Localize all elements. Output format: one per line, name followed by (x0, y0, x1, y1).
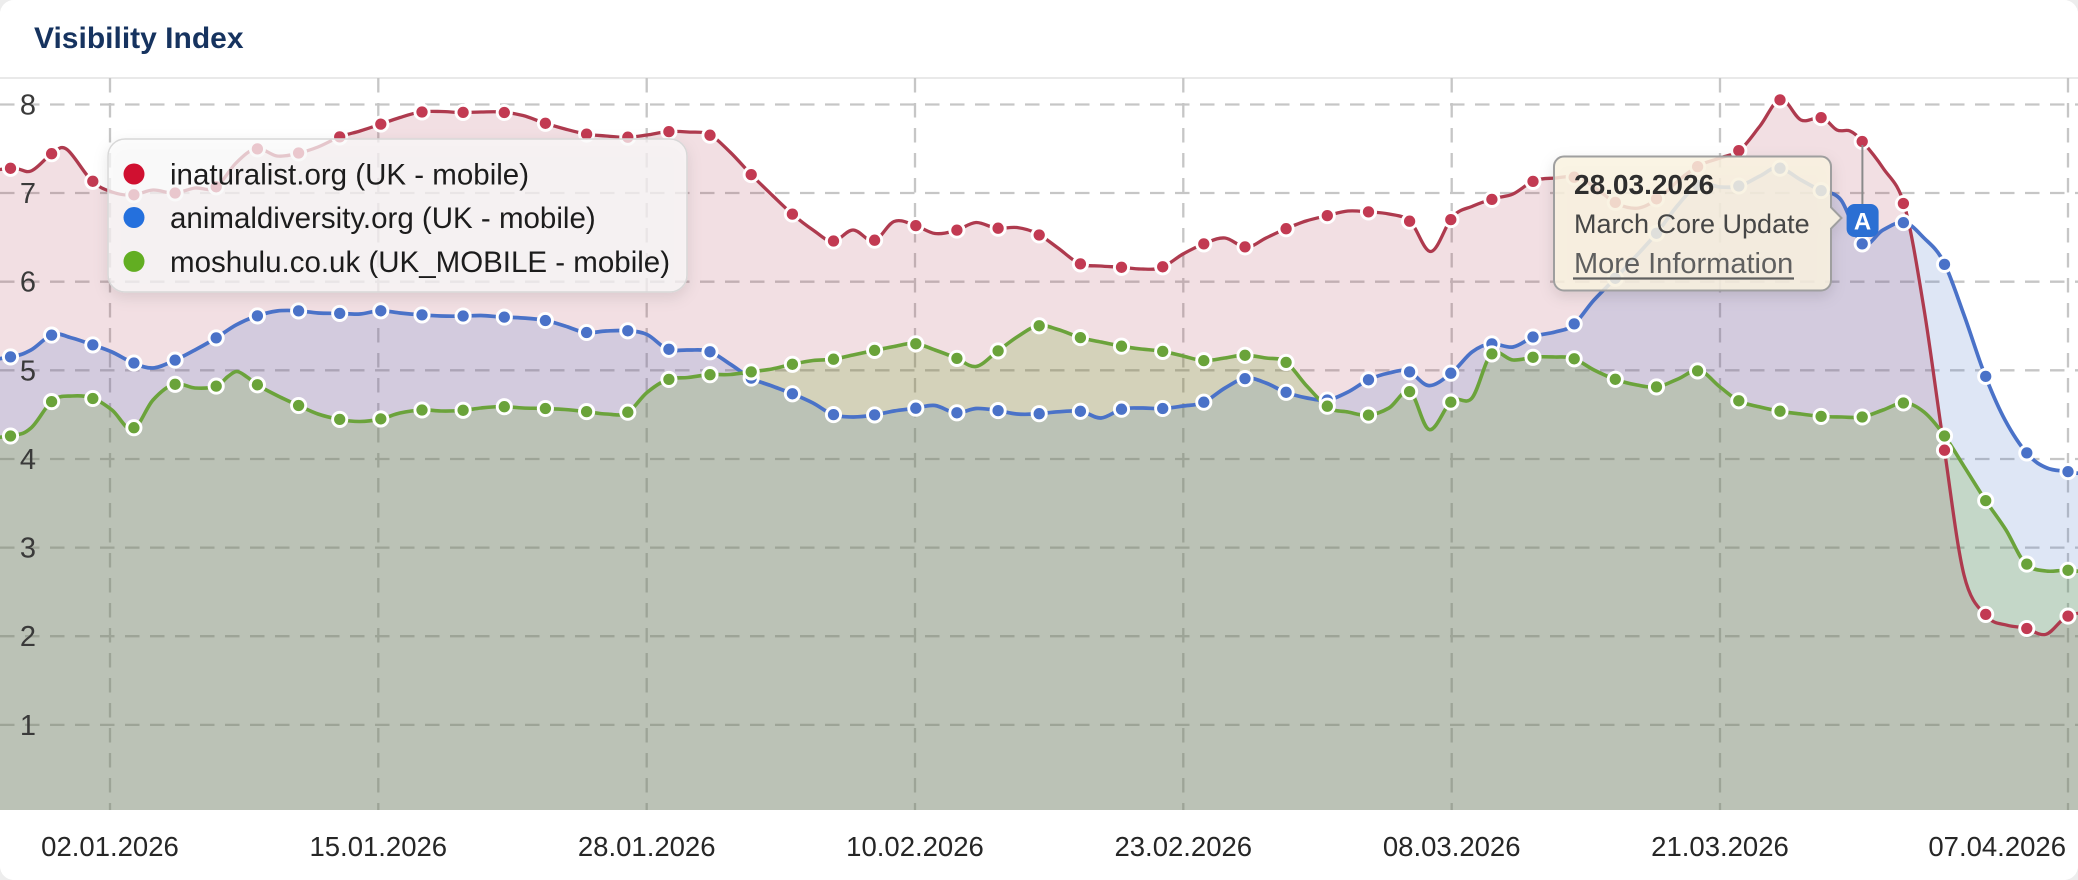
svg-text:10.02.2026: 10.02.2026 (846, 831, 984, 862)
svg-text:2: 2 (20, 621, 36, 653)
svg-text:07.04.2026: 07.04.2026 (1928, 831, 2066, 862)
svg-text:21.03.2026: 21.03.2026 (1651, 831, 1789, 862)
svg-text:08.03.2026: 08.03.2026 (1383, 831, 1521, 862)
svg-text:6: 6 (20, 267, 36, 299)
svg-text:28.03.2026: 28.03.2026 (1574, 169, 1714, 200)
svg-text:A: A (1854, 209, 1871, 236)
svg-text:15.01.2026: 15.01.2026 (309, 831, 447, 862)
svg-text:1: 1 (20, 710, 36, 742)
svg-text:23.02.2026: 23.02.2026 (1114, 831, 1252, 862)
svg-text:moshulu.co.uk (UK_MOBILE - mob: moshulu.co.uk (UK_MOBILE - mobile) (170, 246, 670, 279)
svg-text:28.01.2026: 28.01.2026 (578, 831, 716, 862)
svg-text:7: 7 (20, 178, 36, 210)
svg-text:02.01.2026: 02.01.2026 (41, 831, 179, 862)
svg-text:Visibility Index: Visibility Index (34, 22, 244, 55)
svg-text:4: 4 (20, 444, 36, 476)
svg-text:inaturalist.org (UK - mobile): inaturalist.org (UK - mobile) (170, 159, 529, 192)
svg-text:5: 5 (20, 355, 36, 387)
svg-text:animaldiversity.org (UK - mobi: animaldiversity.org (UK - mobile) (170, 202, 596, 235)
svg-text:More Information: More Information (1574, 248, 1793, 280)
svg-text:8: 8 (20, 90, 36, 122)
svg-text:3: 3 (20, 533, 36, 565)
svg-text:March Core Update: March Core Update (1574, 209, 1810, 239)
